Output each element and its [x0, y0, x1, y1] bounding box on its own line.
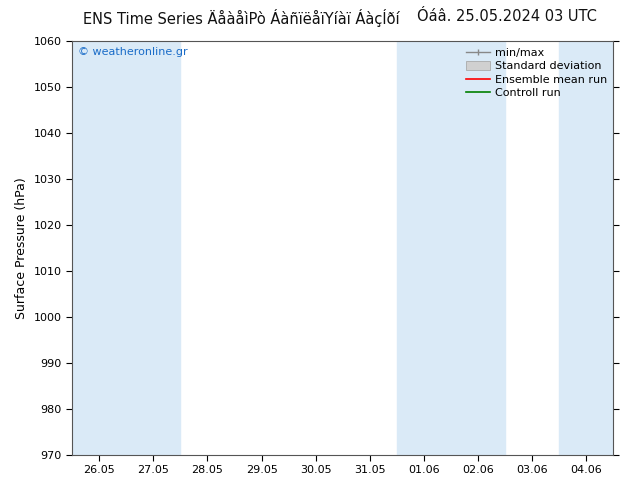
Text: ENS Time Series ÄåàåìPò ÁàñïëåïYíàï ÁàçÍðí: ENS Time Series ÄåàåìPò ÁàñïëåïYíàï ÁàçÍ…: [82, 9, 399, 27]
Bar: [397, 41, 505, 455]
Text: © weatheronline.gr: © weatheronline.gr: [77, 47, 187, 57]
Bar: [559, 41, 634, 455]
Legend: min/max, Standard deviation, Ensemble mean run, Controll run: min/max, Standard deviation, Ensemble me…: [461, 43, 611, 102]
Text: Óáâ. 25.05.2024 03 UTC: Óáâ. 25.05.2024 03 UTC: [417, 9, 597, 24]
Y-axis label: Surface Pressure (hPa): Surface Pressure (hPa): [15, 177, 28, 318]
Bar: [72, 41, 180, 455]
